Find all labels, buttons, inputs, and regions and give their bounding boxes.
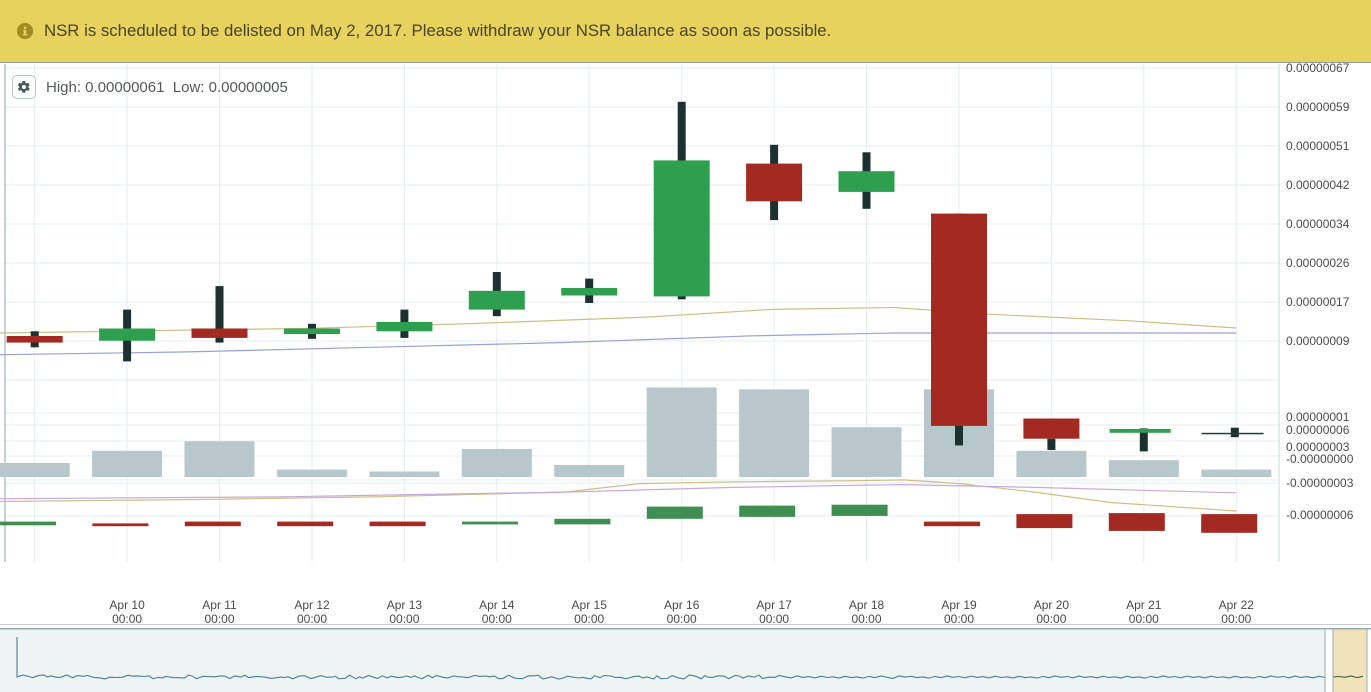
svg-text:0.00000042: 0.00000042 — [1286, 178, 1350, 192]
svg-text:Apr 19: Apr 19 — [941, 598, 977, 612]
svg-text:Apr 15: Apr 15 — [572, 598, 608, 612]
svg-text:0.00000067: 0.00000067 — [1286, 61, 1350, 75]
svg-text:-0.00000006: -0.00000006 — [1286, 508, 1354, 522]
svg-text:-0.00000000: -0.00000000 — [1286, 452, 1354, 466]
svg-text:Apr 20: Apr 20 — [1034, 598, 1070, 612]
svg-text:00:00: 00:00 — [204, 612, 234, 625]
svg-text:0.00000001: 0.00000001 — [1286, 410, 1350, 424]
svg-text:00:00: 00:00 — [297, 612, 327, 625]
svg-text:00:00: 00:00 — [851, 612, 881, 625]
svg-text:0.00000009: 0.00000009 — [1286, 334, 1350, 348]
svg-text:Apr 10: Apr 10 — [109, 598, 145, 612]
svg-text:00:00: 00:00 — [1221, 612, 1251, 625]
svg-text:-0.00000003: -0.00000003 — [1286, 476, 1354, 490]
svg-text:00:00: 00:00 — [112, 612, 142, 625]
svg-text:Apr 18: Apr 18 — [849, 598, 885, 612]
svg-text:0.00000034: 0.00000034 — [1286, 217, 1350, 231]
svg-text:0.00000026: 0.00000026 — [1286, 256, 1350, 270]
svg-text:Apr 21: Apr 21 — [1126, 598, 1162, 612]
svg-text:00:00: 00:00 — [667, 612, 697, 625]
svg-text:Apr 11: Apr 11 — [202, 598, 237, 612]
svg-text:00:00: 00:00 — [389, 612, 419, 625]
svg-text:0.00000051: 0.00000051 — [1286, 139, 1350, 153]
svg-text:Apr 16: Apr 16 — [664, 598, 700, 612]
svg-text:00:00: 00:00 — [574, 612, 604, 625]
svg-text:00:00: 00:00 — [1129, 612, 1159, 625]
svg-text:0.00000059: 0.00000059 — [1286, 100, 1350, 114]
svg-text:Apr 22: Apr 22 — [1219, 598, 1255, 612]
svg-text:00:00: 00:00 — [944, 612, 974, 625]
svg-text:00:00: 00:00 — [482, 612, 512, 625]
svg-text:0.00000017: 0.00000017 — [1286, 295, 1350, 309]
svg-text:00:00: 00:00 — [1036, 612, 1066, 625]
svg-text:Apr 13: Apr 13 — [387, 598, 423, 612]
svg-text:Apr 17: Apr 17 — [756, 598, 792, 612]
svg-text:Apr 14: Apr 14 — [479, 598, 515, 612]
svg-text:00:00: 00:00 — [759, 612, 789, 625]
svg-text:0.00000006: 0.00000006 — [1286, 423, 1350, 437]
svg-text:Apr 12: Apr 12 — [294, 598, 330, 612]
